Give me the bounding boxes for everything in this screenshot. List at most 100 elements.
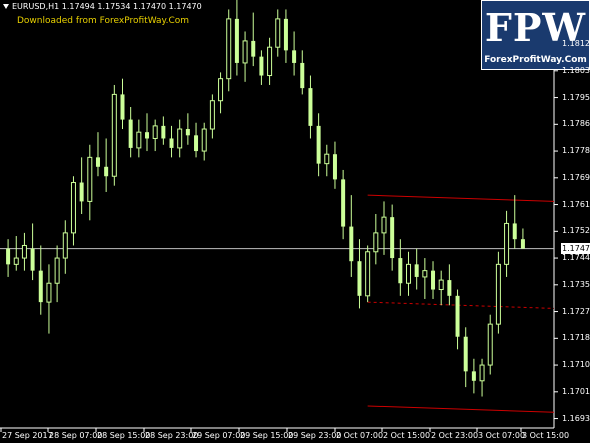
candle-body xyxy=(504,222,510,265)
candle-body xyxy=(422,270,428,278)
candle-body xyxy=(209,100,215,130)
candle-body xyxy=(128,119,133,148)
candle-body xyxy=(13,257,19,265)
price-label: 1.18035 xyxy=(562,65,590,75)
candle-body xyxy=(479,364,485,382)
candle-body xyxy=(406,263,412,284)
candle-body xyxy=(349,226,354,262)
candle-body xyxy=(373,232,379,253)
channel-mid-line xyxy=(367,301,555,309)
candle-body xyxy=(38,270,43,303)
time-label: 29 Sep 23:00 xyxy=(288,431,342,440)
symbol-header[interactable]: EURUSD,H1 1.17494 1.17534 1.17470 1.1747… xyxy=(3,2,202,11)
time-label: 28 Sep 23:00 xyxy=(145,431,199,440)
candle-body xyxy=(447,280,452,296)
candle-body xyxy=(145,132,150,139)
time-label: 2 Oct 23:00 xyxy=(431,431,479,440)
candle-body xyxy=(365,251,371,297)
price-label: 1.17355 xyxy=(562,279,590,289)
candle-body xyxy=(308,88,313,126)
candle-body xyxy=(455,295,460,337)
candle-body xyxy=(283,18,288,51)
candle-body xyxy=(201,128,207,152)
time-label: 28 Sep 15:00 xyxy=(97,431,151,440)
price-label: 1.17695 xyxy=(562,172,590,182)
candle-body xyxy=(6,248,11,265)
logo-letters: FPW xyxy=(484,5,587,50)
candle-body xyxy=(185,129,190,136)
fpw-logo: FPW ForexProfitWay.Com xyxy=(481,0,590,70)
time-label: 29 Sep 15:00 xyxy=(240,431,294,440)
price-label: 1.17780 xyxy=(562,146,590,156)
candle-body xyxy=(161,125,166,139)
candle-body xyxy=(21,244,27,259)
candle-body xyxy=(275,18,281,48)
candle-body xyxy=(194,135,199,152)
time-label: 29 Sep 07:00 xyxy=(192,431,246,440)
channel-top-line xyxy=(367,194,555,202)
candle-body xyxy=(316,125,321,164)
candle-body xyxy=(398,258,403,284)
price-label: 1.17100 xyxy=(562,360,590,370)
download-note: Downloaded from ForexProfitWay.Com xyxy=(17,16,189,26)
time-label: 28 Sep 07:00 xyxy=(49,431,103,440)
candle-body xyxy=(259,56,264,76)
channel-bottom-line xyxy=(367,405,555,413)
price-label: 1.17950 xyxy=(562,92,590,102)
candles xyxy=(6,0,525,397)
candle-body xyxy=(431,270,436,290)
logo-site: ForexProfitWay.Com xyxy=(484,55,587,65)
symbol-info: EURUSD,H1 1.17494 1.17534 1.17470 1.1747… xyxy=(12,2,202,11)
candle-body xyxy=(512,223,517,240)
candle-body xyxy=(495,263,501,325)
candle-body xyxy=(300,62,305,89)
channel-lines xyxy=(367,194,555,413)
time-label: 3 Oct 07:00 xyxy=(478,431,526,440)
price-label: 1.17185 xyxy=(562,333,590,343)
price-label: 1.17865 xyxy=(562,119,590,129)
candle-body xyxy=(104,166,109,177)
time-label: 2 Oct 07:00 xyxy=(336,431,384,440)
candle-body xyxy=(54,257,60,284)
candle-body xyxy=(251,40,256,57)
price-label: 1.17610 xyxy=(562,199,590,209)
price-label: 1.17525 xyxy=(562,226,590,236)
candle-body xyxy=(471,371,476,381)
price-label: 1.17015 xyxy=(562,386,590,396)
candle-body xyxy=(79,182,84,202)
candle-body xyxy=(520,239,525,249)
candle-body xyxy=(136,131,142,149)
candle-body xyxy=(87,156,93,202)
candle-body xyxy=(267,46,273,77)
dropdown-arrow-icon[interactable] xyxy=(3,4,9,9)
candle-body xyxy=(292,50,297,63)
price-label: 1.17270 xyxy=(562,306,590,316)
candle-body xyxy=(152,125,158,139)
candle-body xyxy=(390,217,395,259)
candle-body xyxy=(30,248,35,271)
candle-body xyxy=(414,264,419,277)
time-ticks xyxy=(0,428,522,432)
candle-body xyxy=(324,153,330,165)
candle-body xyxy=(46,282,52,303)
candle-body xyxy=(381,216,387,234)
time-label: 27 Sep 2017 xyxy=(2,431,53,440)
candle-body xyxy=(438,279,444,291)
price-label: 1.17440 xyxy=(562,253,590,263)
candle-body xyxy=(70,182,76,234)
price-label: 1.16930 xyxy=(562,413,590,423)
candle-body xyxy=(177,128,183,149)
candle-body xyxy=(120,94,125,120)
candle-body xyxy=(332,154,337,180)
candle-body xyxy=(242,40,248,64)
candle-body xyxy=(62,232,68,259)
candle-body xyxy=(357,261,362,296)
candle-body xyxy=(95,157,100,167)
candle-body xyxy=(169,138,174,148)
time-label: 2 Oct 15:00 xyxy=(383,431,431,440)
candle-body xyxy=(487,323,493,366)
price-label: 1.18120 xyxy=(562,39,590,49)
time-label: 3 Oct 15:00 xyxy=(522,431,570,440)
candle-body xyxy=(234,18,239,63)
